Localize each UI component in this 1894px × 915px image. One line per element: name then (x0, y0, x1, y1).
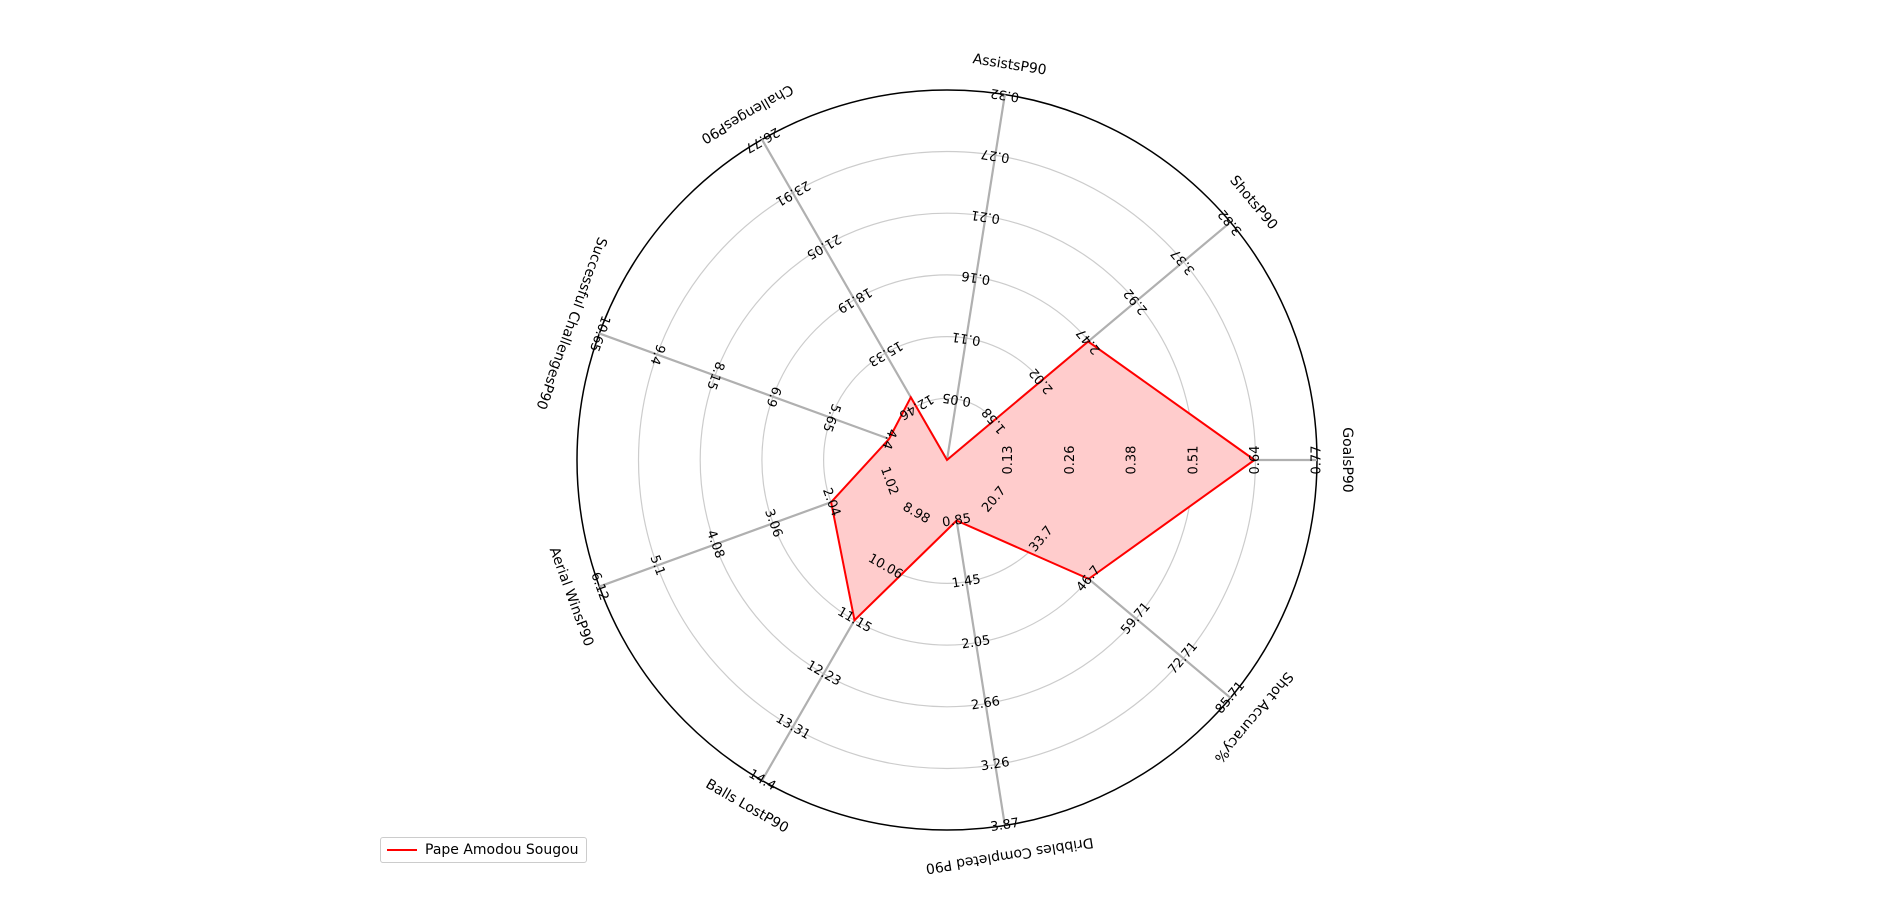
tick-label: 0.38 (1125, 446, 1140, 475)
axis-label: GoalsP90 (1339, 427, 1355, 492)
tick-label: 0.05 (941, 389, 972, 408)
tick-label: 2.04 (819, 486, 843, 518)
tick-label: 0.77 (1310, 446, 1325, 475)
tick-label: 15.33 (865, 337, 905, 369)
tick-label: 4.4 (878, 427, 899, 452)
tick-label: 18.19 (835, 284, 875, 316)
tick-label: 0.51 (1186, 446, 1201, 475)
axis-spoke-3 (945, 94, 1006, 461)
tick-label: 3.06 (761, 507, 785, 539)
tick-label: 0.26 (1063, 446, 1078, 475)
tick-label: 13.31 (773, 711, 813, 743)
tick-label: 4.08 (703, 528, 727, 560)
tick-label: 0.32 (989, 85, 1020, 104)
axis-label: Balls LostP90 (703, 776, 791, 836)
tick-label: 14.4 (746, 767, 779, 794)
tick-label: 21.05 (804, 230, 844, 262)
tick-label: 0.21 (970, 207, 1001, 226)
tick-label: 23.91 (773, 177, 813, 209)
tick-label: 1.45 (951, 572, 982, 591)
tick-label: 0.16 (960, 268, 991, 287)
tick-label: 5.1 (647, 553, 668, 578)
tick-label: 0.13 (1001, 446, 1016, 475)
legend-label: Pape Amodou Sougou (425, 842, 579, 858)
tick-label: 5.65 (819, 402, 843, 434)
tick-label: 0.85 (941, 511, 972, 530)
axis-label: AssistsP90 (972, 51, 1048, 78)
tick-label: 85.71 (1213, 679, 1248, 717)
legend: Pape Amodou Sougou (380, 837, 587, 863)
tick-label: 3.26 (980, 755, 1011, 774)
tick-label: 6.12 (587, 570, 611, 602)
tick-label: 0.64 (1248, 446, 1263, 475)
tick-label: 9.4 (647, 342, 668, 367)
series-line-1 (830, 340, 1257, 623)
tick-label: 2.05 (960, 633, 991, 652)
tick-label: 10.65 (586, 313, 613, 353)
tick-label: 8.15 (703, 359, 727, 391)
tick-label: 59.71 (1118, 600, 1153, 638)
tick-label: 3.87 (989, 816, 1020, 835)
axis-label: Dribbles Completed P90 (925, 834, 1095, 876)
tick-label: 0.11 (951, 328, 982, 347)
tick-label: 72.71 (1166, 639, 1201, 677)
tick-label: 6.9 (762, 384, 783, 409)
series-fill-1 (831, 341, 1255, 621)
tick-label: 26.77 (742, 124, 782, 156)
tick-label: 0.27 (980, 146, 1011, 165)
tick-label: 12.23 (804, 658, 844, 690)
tick-label: 2.66 (970, 694, 1001, 713)
axis-label: Aerial WinsP90 (546, 545, 597, 649)
legend-swatch (387, 849, 417, 851)
